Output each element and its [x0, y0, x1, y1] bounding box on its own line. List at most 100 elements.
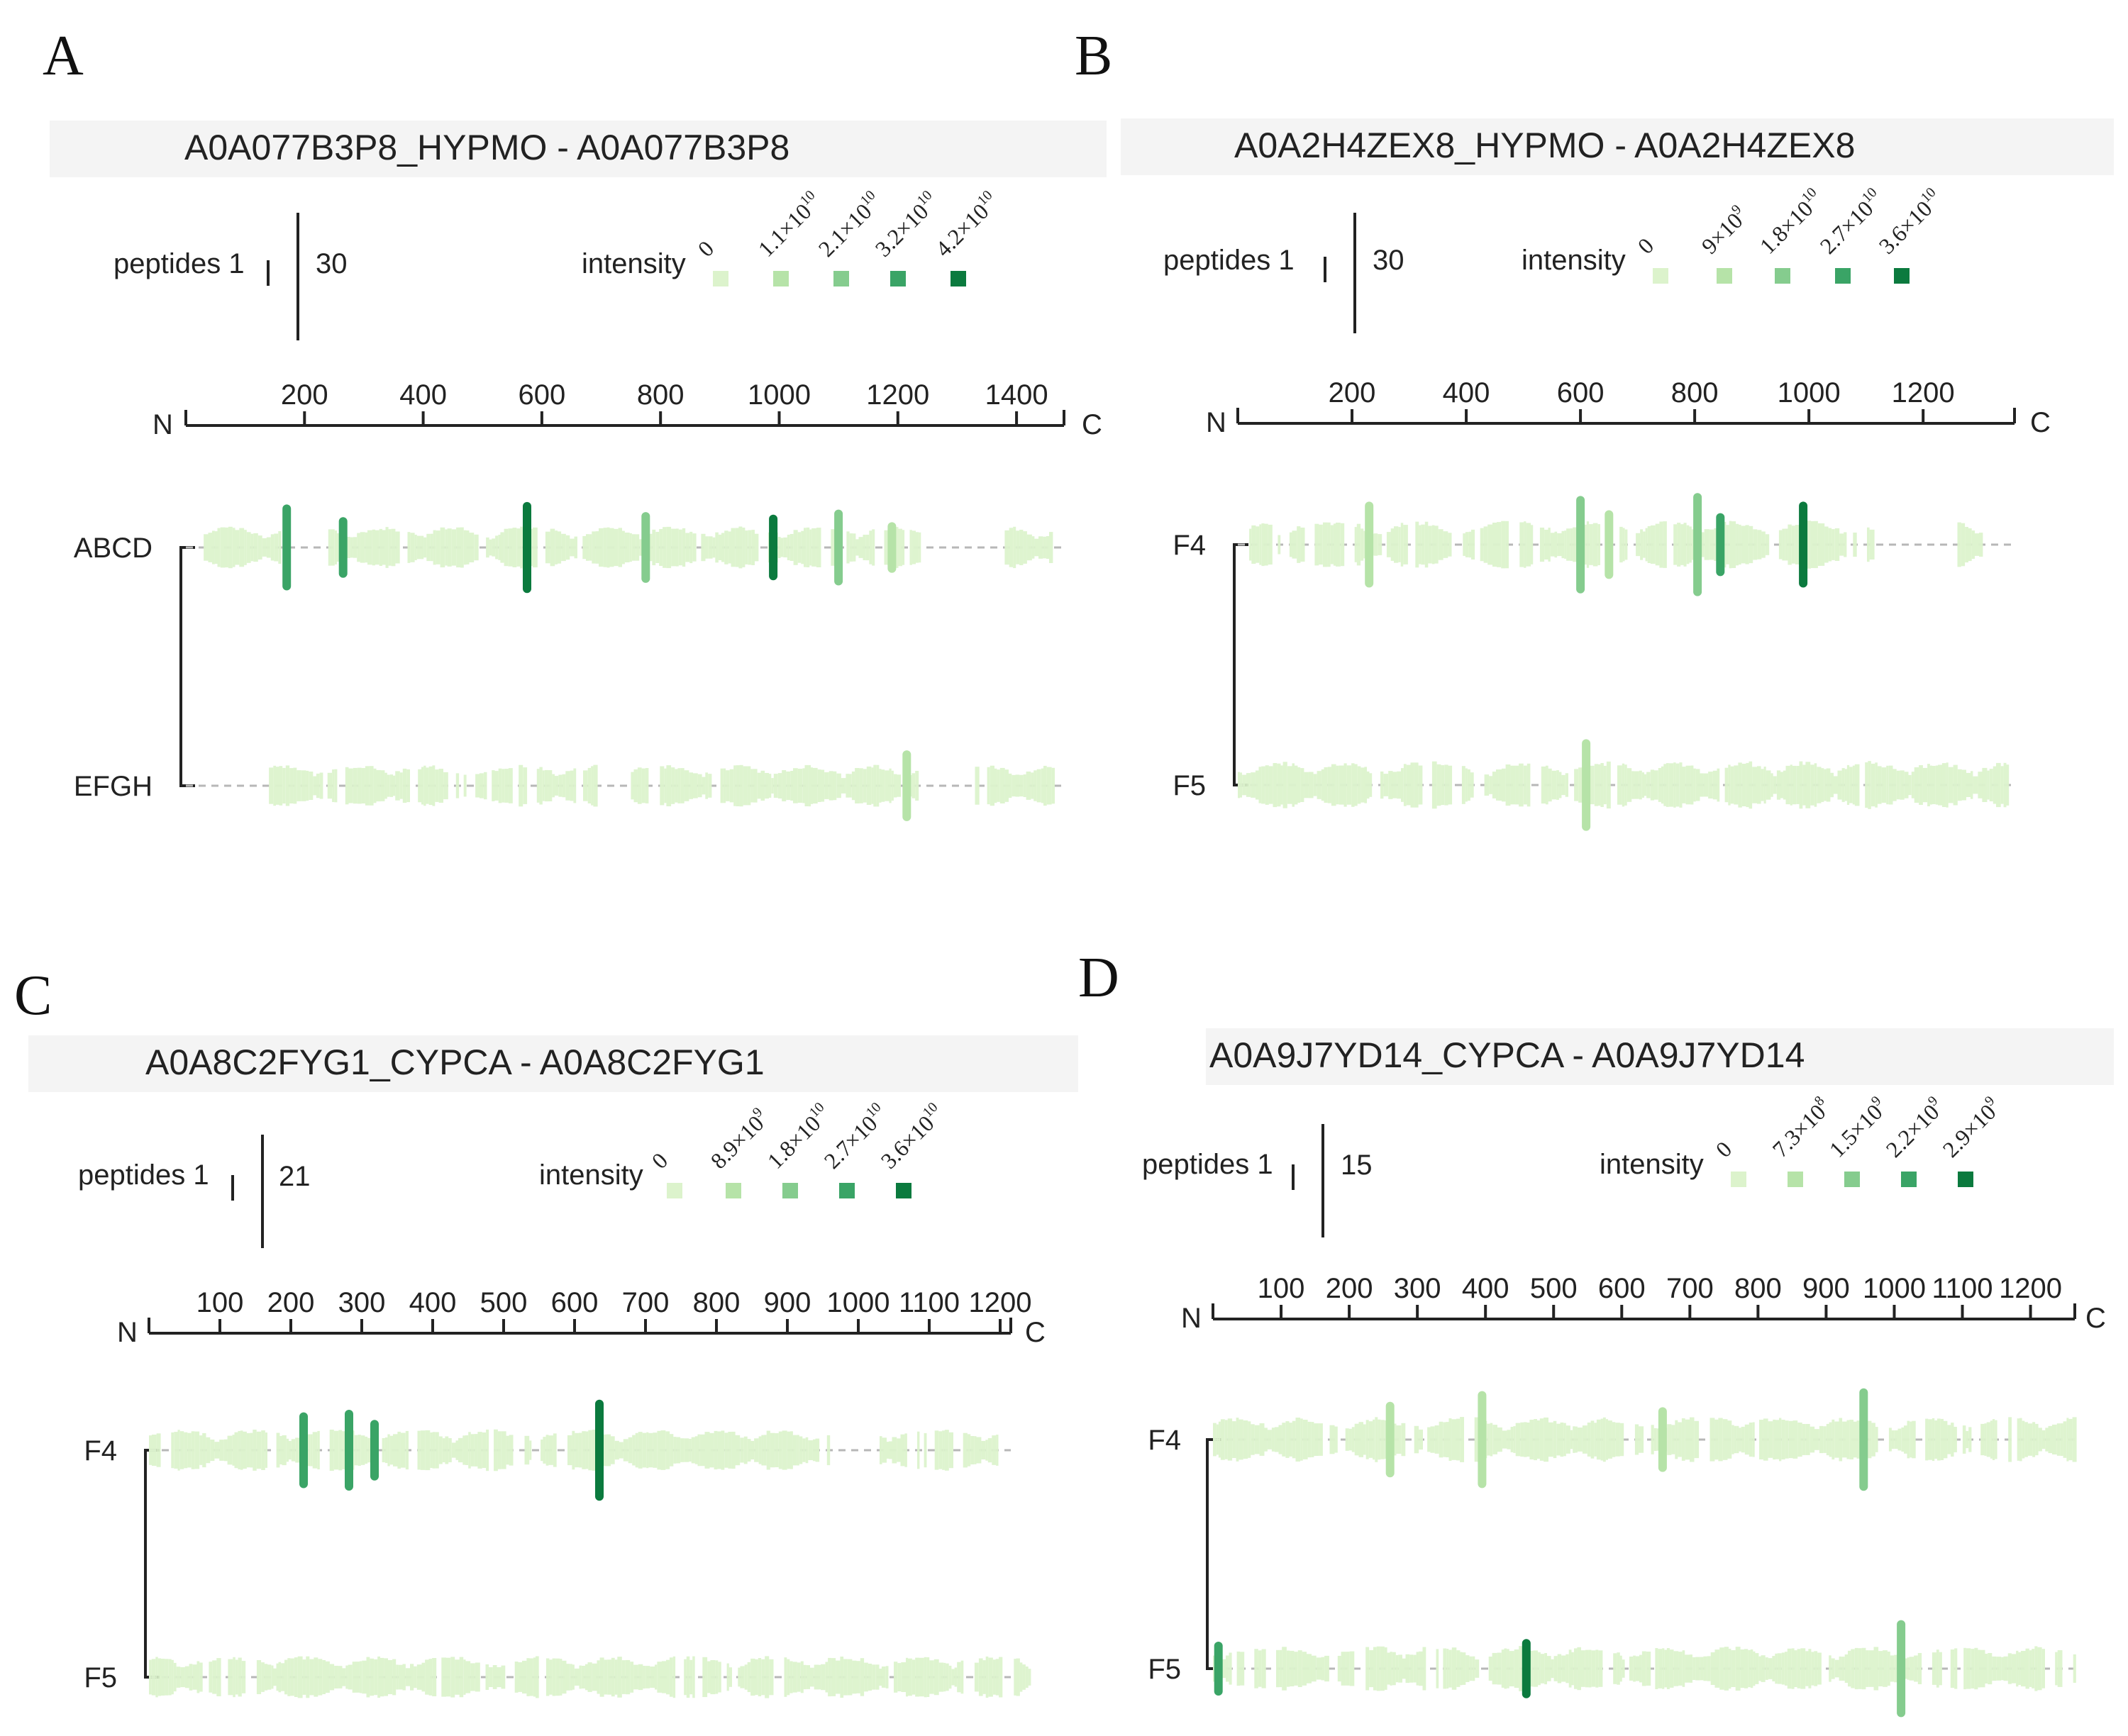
- coverage-bar: [892, 1437, 897, 1464]
- coverage-bar: [1016, 530, 1020, 564]
- coverage-bar: [1666, 763, 1669, 807]
- coverage-bar: [548, 1435, 553, 1465]
- coverage-bar: [1681, 1418, 1685, 1461]
- coverage-bar: [866, 766, 872, 805]
- coverage-bar: [653, 1432, 658, 1468]
- coverage-bar: [234, 1432, 238, 1469]
- coverage-bar: [1401, 768, 1404, 802]
- coverage-bar: [532, 527, 538, 568]
- coverage-bar: [426, 767, 429, 804]
- coverage-bar: [570, 1664, 572, 1691]
- coverage-bar: [1243, 1420, 1248, 1459]
- coverage-bar: [380, 1657, 384, 1697]
- coverage-bar: [1524, 521, 1526, 568]
- coverage-bar: [1019, 1662, 1023, 1692]
- peptide-mark: [1897, 1620, 1906, 1718]
- coverage-bar: [1685, 1419, 1690, 1460]
- coverage-bar: [1380, 771, 1384, 799]
- coverage-bar: [1971, 1649, 1975, 1688]
- coverage-bar: [402, 768, 407, 803]
- coverage-bar: [523, 767, 528, 804]
- coverage-bar: [463, 530, 467, 565]
- coverage-bar: [157, 1658, 161, 1696]
- coverage-bar: [501, 1665, 506, 1689]
- coverage-bar: [1881, 767, 1887, 803]
- coverage-bar: [1655, 523, 1660, 566]
- coverage-bar: [1351, 763, 1355, 807]
- legend-swatch: [896, 1183, 911, 1198]
- coverage-bar: [256, 1660, 262, 1694]
- coverage-bar: [1369, 773, 1373, 797]
- coverage-bar: [745, 530, 748, 564]
- coverage-bar: [382, 530, 386, 565]
- axis-tick-label: 300: [338, 1287, 386, 1318]
- coverage-bar: [566, 1664, 570, 1691]
- coverage-bar: [189, 1664, 193, 1691]
- coverage-bar: [486, 537, 489, 558]
- coverage-bar: [432, 765, 436, 806]
- peptide-mark: [1478, 1391, 1487, 1489]
- protein-title: A0A9J7YD14_CYPCA - A0A9J7YD14: [1209, 1035, 1805, 1075]
- axis-tick-label: 400: [409, 1287, 457, 1318]
- coverage-bar: [1731, 1425, 1734, 1454]
- coverage-bar: [849, 533, 853, 562]
- coverage-bar: [804, 764, 809, 806]
- coverage-bar: [865, 535, 870, 561]
- coverage-bar: [1492, 1652, 1497, 1685]
- coverage-bar: [670, 1434, 674, 1467]
- coverage-bar: [1502, 768, 1506, 802]
- coverage-bar: [2024, 1422, 2028, 1457]
- coverage-bar: [1300, 768, 1304, 802]
- coverage-bar: [997, 769, 1000, 802]
- coverage-bar: [2008, 1417, 2012, 1462]
- coverage-bar: [777, 773, 782, 799]
- coverage-bar: [379, 528, 382, 566]
- coverage-bar: [885, 770, 890, 801]
- coverage-bar: [1658, 768, 1661, 802]
- axis-tick-label: 100: [196, 1287, 244, 1318]
- coverage-bar: [369, 766, 374, 806]
- coverage-bar: [530, 528, 533, 567]
- coverage-bar: [2006, 764, 2010, 806]
- coverage-bar: [1658, 1649, 1663, 1688]
- coverage-bar: [824, 772, 829, 799]
- coverage-bar: [1246, 773, 1251, 797]
- coverage-bar: [1867, 527, 1870, 562]
- coverage-bar: [757, 772, 761, 799]
- coverage-bar: [623, 1439, 628, 1462]
- peptide-mark: [1214, 1642, 1223, 1696]
- coverage-bar: [609, 528, 614, 567]
- coverage-bar: [1378, 1419, 1381, 1460]
- coverage-bar: [1295, 1418, 1301, 1462]
- coverage-bar: [176, 1667, 181, 1688]
- coverage-bar: [1470, 772, 1474, 798]
- coverage-bar: [328, 529, 331, 566]
- coverage-bar: [1548, 1422, 1553, 1457]
- coverage-bar: [498, 535, 501, 560]
- coverage-bar: [1331, 764, 1336, 806]
- coverage-bar: [1635, 1656, 1640, 1681]
- coverage-bar: [645, 768, 649, 803]
- peptide-mark: [1716, 513, 1725, 577]
- coverage-bar: [784, 1657, 787, 1697]
- coverage-bar: [1236, 1651, 1240, 1686]
- coverage-bar: [1273, 763, 1278, 808]
- coverage-bar: [558, 774, 563, 797]
- coverage-bar: [1790, 764, 1792, 806]
- coverage-bar: [332, 769, 335, 802]
- coverage-bar: [306, 770, 309, 801]
- coverage-bar: [1556, 1423, 1561, 1456]
- coverage-bar: [1513, 1426, 1516, 1453]
- coverage-bar: [736, 765, 740, 806]
- coverage-bar: [1978, 772, 1983, 799]
- coverage-bar: [232, 1435, 235, 1466]
- coverage-bar: [739, 764, 743, 807]
- coverage-bar: [2068, 1418, 2073, 1461]
- coverage-bar: [624, 533, 630, 562]
- coverage-bar: [1647, 526, 1651, 563]
- axis-tick-label: 1000: [1863, 1273, 1926, 1304]
- coverage-bar: [800, 1661, 804, 1693]
- coverage-bar: [1992, 1419, 1995, 1460]
- coverage-bar: [1221, 1659, 1226, 1679]
- coverage-bar: [606, 527, 610, 568]
